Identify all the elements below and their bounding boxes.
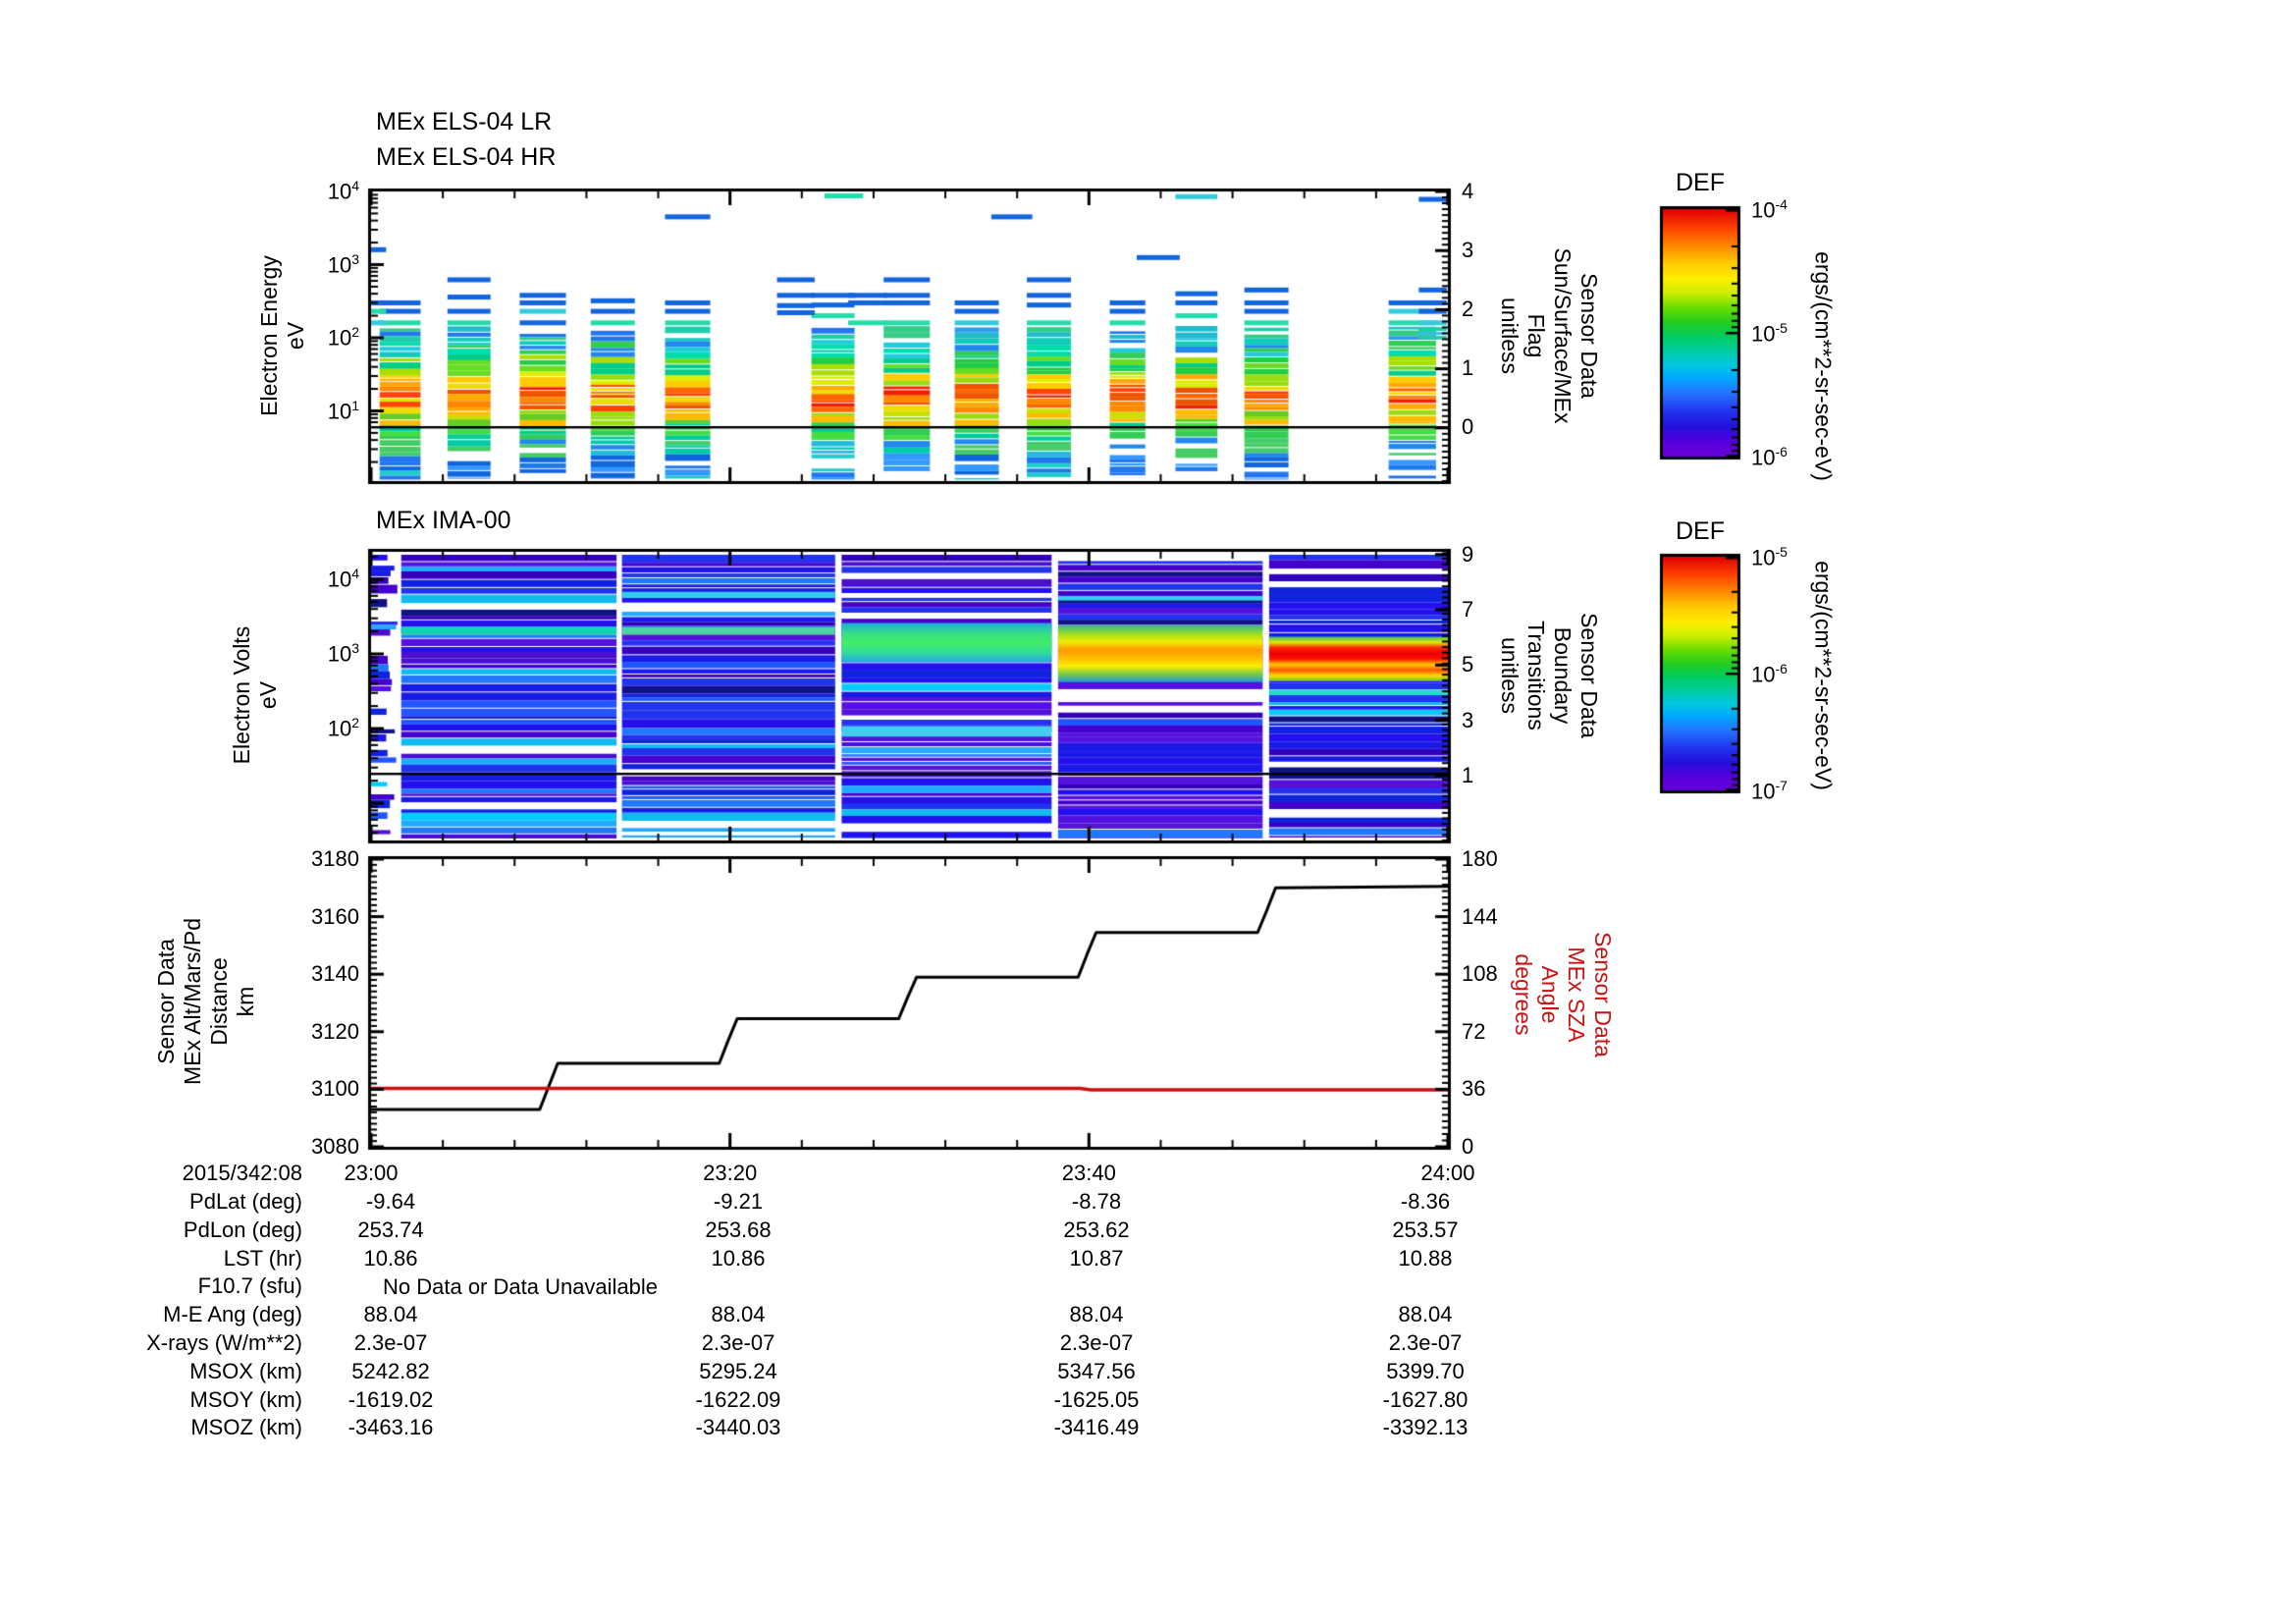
table-cell: -3440.03 (695, 1415, 781, 1440)
table-row-label: PdLon (deg) (183, 1217, 302, 1242)
els-flag-tick-label: 4 (1462, 179, 1474, 203)
ima-transitions-tick-label: 9 (1462, 541, 1474, 567)
sza-ytick-label: 108 (1462, 961, 1498, 987)
table-cell: 10.86 (363, 1245, 418, 1271)
els-flag-tick-label: 1 (1462, 355, 1474, 380)
table-cell: -8.36 (1400, 1189, 1451, 1214)
table-cell: -9.21 (713, 1189, 764, 1214)
els-flag-tick-label: 2 (1462, 297, 1474, 321)
sza-right-label: Sensor Data MEx SZA Angle degrees (1511, 932, 1616, 1057)
date-label: 2015/342:08 (182, 1161, 302, 1185)
table-cell: -3416.49 (1053, 1415, 1140, 1440)
ima-title: MEx IMA-00 (376, 507, 511, 534)
colorbar-2-title: DEF (1676, 517, 1725, 545)
alt-ytick-label: 3100 (311, 1076, 359, 1102)
table-row-label: PdLat (deg) (189, 1189, 302, 1214)
ima-transitions-tick-label: 3 (1462, 707, 1474, 732)
ima-ytick-label: 102 (327, 715, 359, 741)
sza-ytick-label: 180 (1462, 846, 1498, 871)
table-cell: -9.64 (365, 1189, 416, 1214)
colorbar-1-tick-label: 10-4 (1751, 196, 1788, 223)
ima-transitions-tick-label: 7 (1462, 597, 1474, 622)
sza-ytick-label: 144 (1462, 903, 1498, 929)
table-row-label: LST (hr) (223, 1245, 302, 1271)
table-cell: 88.04 (1398, 1302, 1453, 1327)
table-cell: 253.68 (705, 1217, 772, 1242)
alt-ytick-label: 3140 (311, 961, 359, 987)
x-tick-label: 23:40 (1061, 1161, 1116, 1185)
table-cell: -1625.05 (1053, 1386, 1140, 1412)
table-cell: 5295.24 (699, 1358, 777, 1383)
table-cell: -8.78 (1071, 1189, 1122, 1214)
table-row-label: F10.7 (sfu) (197, 1273, 302, 1299)
table-row-label: M-E Ang (deg) (163, 1302, 302, 1327)
table-cell: 253.74 (357, 1217, 424, 1242)
table-cell: -1619.02 (347, 1386, 434, 1412)
els-ytick-label: 104 (327, 178, 359, 204)
colorbar-1-tick-label: 10-5 (1751, 320, 1788, 347)
table-cell: 88.04 (711, 1302, 766, 1327)
table-cell: 253.57 (1392, 1217, 1459, 1242)
sza-ytick-label: 72 (1462, 1018, 1486, 1044)
table-cell: 88.04 (363, 1302, 418, 1327)
table-cell: 5399.70 (1386, 1358, 1465, 1383)
alt-ytick-label: 3160 (311, 903, 359, 929)
els-ytick-label: 102 (327, 324, 359, 351)
colorbar-1-tick-label: 10-6 (1751, 444, 1788, 470)
els-title-lr: MEx ELS-04 LR (376, 108, 553, 135)
els-flag-tick-label: 3 (1462, 238, 1474, 262)
els-ytick-label: 101 (327, 397, 359, 423)
table-cell: 10.86 (711, 1245, 766, 1271)
colorbar-2-tick-label: 10-5 (1751, 544, 1788, 570)
alt-ylabel: Sensor Data MEx Alt/Mars/Pd Distance km (153, 918, 258, 1085)
colorbar-1-title: DEF (1676, 169, 1725, 196)
table-row-label: MSOY (km) (189, 1386, 302, 1412)
els-flag-tick-label: 0 (1462, 414, 1474, 439)
x-tick-label: 24:00 (1420, 1161, 1475, 1185)
table-row-label: MSOZ (km) (190, 1415, 302, 1440)
sza-ytick-label: 36 (1462, 1076, 1486, 1102)
alt-ytick-label: 3120 (311, 1018, 359, 1044)
table-cell: 88.04 (1069, 1302, 1124, 1327)
ima-transitions-tick-label: 5 (1462, 652, 1474, 677)
ima-right-label: Sensor Data Boundary Transitions unitless (1497, 613, 1602, 738)
sza-ytick-label: 0 (1462, 1134, 1474, 1159)
ima-transitions-tick-label: 1 (1462, 762, 1474, 787)
table-cell: 10.88 (1398, 1245, 1453, 1271)
table-cell: -3392.13 (1382, 1415, 1468, 1440)
table-cell: 2.3e-07 (1059, 1330, 1134, 1355)
ima-ylabel: Electron Volts eV (229, 625, 281, 765)
table-cell: -1627.80 (1382, 1386, 1468, 1412)
els-title-hr: MEx ELS-04 HR (376, 143, 557, 171)
els-right-label: Sensor Data Sun/Surface/MEx Flag unitless (1497, 247, 1602, 424)
ima-ytick-label: 103 (327, 640, 359, 667)
x-tick-label: 23:20 (703, 1161, 758, 1185)
table-cell: 5242.82 (351, 1358, 430, 1383)
alt-ytick-label: 3180 (311, 846, 359, 871)
ima-ytick-label: 104 (327, 566, 359, 592)
alt-ytick-label: 3080 (311, 1134, 359, 1159)
table-row-label: MSOX (km) (189, 1358, 302, 1383)
colorbar-2-units: ergs/(cm**2-sr-sec-eV) (1810, 561, 1837, 790)
table-cell: 253.62 (1063, 1217, 1130, 1242)
table-cell: 2.3e-07 (353, 1330, 428, 1355)
table-cell: 10.87 (1069, 1245, 1124, 1271)
table-row-label: X-rays (W/m**2) (146, 1330, 302, 1355)
colorbar-2-tick-label: 10-7 (1751, 778, 1788, 804)
table-cell: 2.3e-07 (701, 1330, 775, 1355)
els-ylabel: Electron Energy eV (256, 255, 308, 416)
table-cell: -1622.09 (695, 1386, 781, 1412)
x-tick-label: 23:00 (344, 1161, 399, 1185)
colorbar-2-tick-label: 10-6 (1751, 661, 1788, 687)
colorbar-1-units: ergs/(cm**2-sr-sec-eV) (1810, 251, 1837, 481)
table-cell: 5347.56 (1057, 1358, 1136, 1383)
table-cell: 2.3e-07 (1388, 1330, 1463, 1355)
table-nodata-text: No Data or Data Unavailable (383, 1274, 659, 1299)
table-cell: -3463.16 (347, 1415, 434, 1440)
els-ytick-label: 103 (327, 250, 359, 277)
